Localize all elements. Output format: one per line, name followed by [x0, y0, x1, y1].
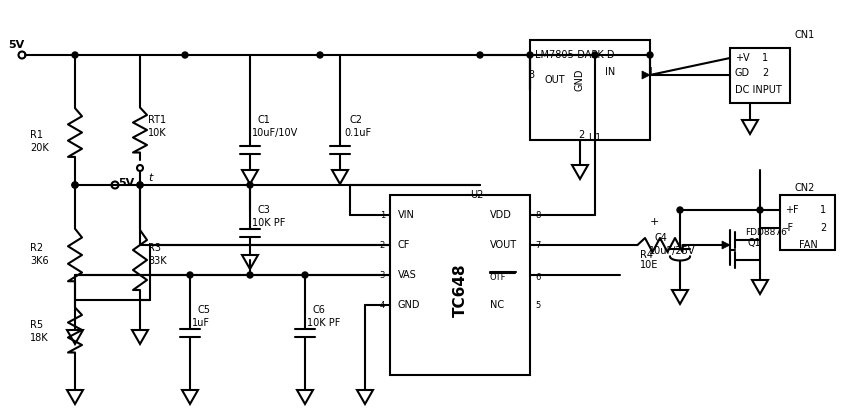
Text: 2: 2 — [380, 241, 385, 250]
Text: GND: GND — [575, 69, 585, 91]
Text: 2: 2 — [762, 68, 768, 78]
Circle shape — [137, 182, 143, 188]
Text: C6: C6 — [313, 305, 326, 315]
Circle shape — [757, 207, 763, 213]
Text: R2: R2 — [30, 243, 43, 253]
Text: 5V: 5V — [118, 178, 134, 188]
Circle shape — [317, 52, 323, 58]
Text: Q1: Q1 — [748, 238, 762, 248]
Text: 10K PF: 10K PF — [252, 218, 286, 228]
Circle shape — [137, 182, 143, 188]
Text: 0.1uF: 0.1uF — [344, 128, 371, 138]
Circle shape — [592, 52, 598, 58]
Circle shape — [182, 52, 188, 58]
Text: 6: 6 — [535, 274, 541, 283]
Bar — [780, 195, 835, 250]
Text: C2: C2 — [350, 115, 363, 125]
Text: C3: C3 — [258, 205, 271, 215]
Text: 1: 1 — [648, 67, 654, 77]
Circle shape — [677, 207, 683, 213]
Polygon shape — [722, 241, 730, 249]
Text: 3: 3 — [528, 70, 534, 80]
Text: R5: R5 — [30, 320, 43, 330]
Text: +V: +V — [735, 53, 750, 63]
Text: 3K6: 3K6 — [30, 256, 48, 266]
Bar — [530, 40, 650, 140]
Text: 33K: 33K — [148, 256, 167, 266]
Text: VIN: VIN — [398, 210, 415, 220]
Text: t: t — [148, 173, 152, 183]
Text: VOUT: VOUT — [490, 240, 517, 250]
Text: 10uF/10V: 10uF/10V — [252, 128, 298, 138]
Text: 1: 1 — [380, 211, 385, 220]
Text: C5: C5 — [198, 305, 211, 315]
Text: 1: 1 — [762, 53, 768, 63]
Text: 4: 4 — [380, 300, 385, 309]
Text: CF: CF — [398, 240, 411, 250]
Text: NC: NC — [490, 300, 504, 310]
Text: R1: R1 — [30, 130, 43, 140]
Text: 1uF: 1uF — [192, 318, 210, 328]
Circle shape — [72, 182, 78, 188]
Text: OTF: OTF — [490, 274, 507, 283]
Text: +: + — [650, 217, 660, 227]
Text: -F: -F — [785, 223, 794, 233]
Circle shape — [302, 272, 308, 278]
Text: U2: U2 — [470, 190, 484, 200]
Text: IN: IN — [605, 67, 615, 77]
Text: OUT: OUT — [545, 75, 565, 85]
Text: C4: C4 — [655, 233, 668, 243]
Circle shape — [72, 182, 78, 188]
Text: FDD8876: FDD8876 — [745, 227, 787, 236]
Text: TC648: TC648 — [452, 263, 468, 317]
Text: +F: +F — [785, 205, 799, 215]
Text: 10uF/25V: 10uF/25V — [649, 246, 695, 256]
Bar — [390, 195, 530, 375]
Text: CN1: CN1 — [795, 30, 815, 40]
Text: RT1: RT1 — [148, 115, 166, 125]
Text: 1: 1 — [820, 205, 826, 215]
Text: 20K: 20K — [30, 143, 48, 153]
Circle shape — [72, 52, 78, 58]
Text: 2: 2 — [820, 223, 826, 233]
Text: CN2: CN2 — [795, 183, 815, 193]
Text: 2: 2 — [578, 130, 584, 140]
Text: C1: C1 — [258, 115, 271, 125]
Text: 8: 8 — [535, 211, 541, 220]
Text: U1: U1 — [588, 133, 601, 143]
Text: LM7805-DAPK D: LM7805-DAPK D — [535, 50, 615, 60]
Text: 10K: 10K — [148, 128, 167, 138]
Text: GND: GND — [398, 300, 421, 310]
Circle shape — [187, 272, 193, 278]
Circle shape — [247, 272, 253, 278]
Circle shape — [647, 52, 653, 58]
Text: 10E: 10E — [640, 260, 659, 270]
Text: GD: GD — [735, 68, 750, 78]
Text: 5V: 5V — [8, 40, 25, 50]
Text: 7: 7 — [535, 241, 541, 250]
Text: FAN: FAN — [799, 240, 818, 250]
Circle shape — [247, 182, 253, 188]
Text: 10K PF: 10K PF — [307, 318, 340, 328]
Circle shape — [477, 52, 483, 58]
Text: DC INPUT: DC INPUT — [734, 85, 781, 95]
Bar — [730, 48, 790, 103]
Polygon shape — [642, 71, 650, 79]
Text: VAS: VAS — [398, 270, 416, 280]
Text: 18K: 18K — [30, 333, 48, 343]
Text: 5: 5 — [535, 300, 541, 309]
Text: R3: R3 — [148, 243, 161, 253]
Circle shape — [527, 52, 533, 58]
Text: VDD: VDD — [490, 210, 512, 220]
Text: R4: R4 — [640, 250, 653, 260]
Text: 3: 3 — [380, 271, 385, 279]
